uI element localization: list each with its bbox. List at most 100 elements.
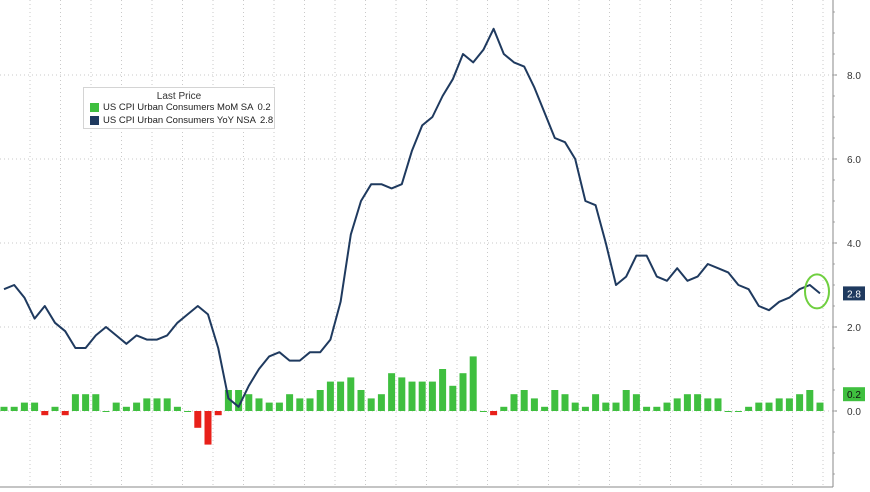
bar <box>602 402 610 411</box>
bar <box>704 398 712 411</box>
last-value-label-mom: 0.2 <box>847 390 861 401</box>
bar <box>418 381 426 411</box>
bar <box>163 398 171 411</box>
bar <box>755 402 763 411</box>
bar <box>245 394 253 411</box>
legend-swatch-yoy <box>90 115 99 125</box>
bar <box>510 394 518 411</box>
bar <box>347 377 355 411</box>
bar <box>490 411 498 416</box>
bar <box>653 406 661 411</box>
bar <box>377 394 385 411</box>
last-value-label-mom-bg <box>843 387 865 402</box>
bar <box>92 394 100 411</box>
legend-swatch-mom <box>90 102 99 112</box>
highlight-ring <box>804 273 830 310</box>
bar <box>785 398 793 411</box>
bar <box>286 394 294 411</box>
bar <box>459 373 467 411</box>
bar <box>194 411 202 428</box>
bar <box>71 394 79 411</box>
bar <box>41 411 49 416</box>
bar <box>439 369 447 411</box>
legend-value-mom: 0.2 <box>257 101 271 113</box>
bar <box>643 406 651 411</box>
bar <box>367 398 375 411</box>
bar <box>102 411 110 412</box>
bar <box>388 373 396 411</box>
bar <box>112 402 120 411</box>
bar <box>581 406 589 411</box>
bar <box>204 411 212 445</box>
bar <box>765 402 773 411</box>
bar <box>173 406 181 411</box>
bar <box>734 411 742 412</box>
bar <box>408 381 416 411</box>
bar <box>428 381 436 411</box>
bar <box>10 406 18 411</box>
bar <box>500 406 508 411</box>
bar <box>775 398 783 411</box>
bar <box>479 411 487 412</box>
bar <box>235 390 243 411</box>
legend-title: Last Price <box>156 91 202 102</box>
bar <box>357 390 365 411</box>
bar <box>571 402 579 411</box>
bar <box>31 402 39 411</box>
bar <box>184 411 192 412</box>
bar <box>61 411 69 416</box>
bar <box>724 411 732 412</box>
bar <box>673 398 681 411</box>
line-series <box>3 27 821 408</box>
bar <box>745 406 753 411</box>
bar <box>82 394 90 411</box>
bar <box>255 398 263 411</box>
bar <box>224 390 232 411</box>
legend-item-yoy: US CPI Urban Consumers YoY NSA 2.8 <box>90 114 273 126</box>
bar <box>622 390 630 411</box>
bar <box>632 394 640 411</box>
bar <box>592 394 600 411</box>
bar <box>296 398 304 411</box>
bar <box>796 394 804 411</box>
bar <box>551 390 559 411</box>
bar <box>306 398 314 411</box>
bar <box>214 411 222 416</box>
bar <box>561 394 569 411</box>
bar <box>694 394 702 411</box>
bar <box>541 406 549 411</box>
y-tick-label: 8.0 <box>847 71 861 82</box>
legend-label-yoy: US CPI Urban Consumers YoY NSA <box>103 114 256 126</box>
bar <box>449 385 457 411</box>
y-tick-label: 2.0 <box>847 323 861 334</box>
bar <box>326 381 334 411</box>
legend-item-mom: US CPI Urban Consumers MoM SA 0.2 <box>90 101 271 113</box>
bar <box>714 398 722 411</box>
legend: Last Price US CPI Urban Consumers MoM SA… <box>83 87 275 129</box>
bar <box>0 406 8 411</box>
last-value-label-yoy-bg <box>843 286 865 301</box>
legend-value-yoy: 2.8 <box>259 114 274 126</box>
bar <box>806 390 814 411</box>
bar <box>153 398 161 411</box>
bar <box>133 402 141 411</box>
bar <box>663 402 671 411</box>
bar <box>337 381 345 411</box>
bar <box>530 398 538 411</box>
bar <box>265 402 273 411</box>
bar <box>275 402 283 411</box>
bar <box>20 402 28 411</box>
bar <box>816 402 824 411</box>
y-tick-label: 0.0 <box>847 407 861 418</box>
bar <box>122 406 130 411</box>
bar <box>683 394 691 411</box>
bar <box>398 377 406 411</box>
bar <box>51 406 59 411</box>
y-tick-label: 6.0 <box>847 155 861 166</box>
bar <box>316 390 324 411</box>
legend-label-mom: US CPI Urban Consumers MoM SA <box>103 101 254 113</box>
bar <box>520 390 528 411</box>
bar <box>469 356 477 411</box>
